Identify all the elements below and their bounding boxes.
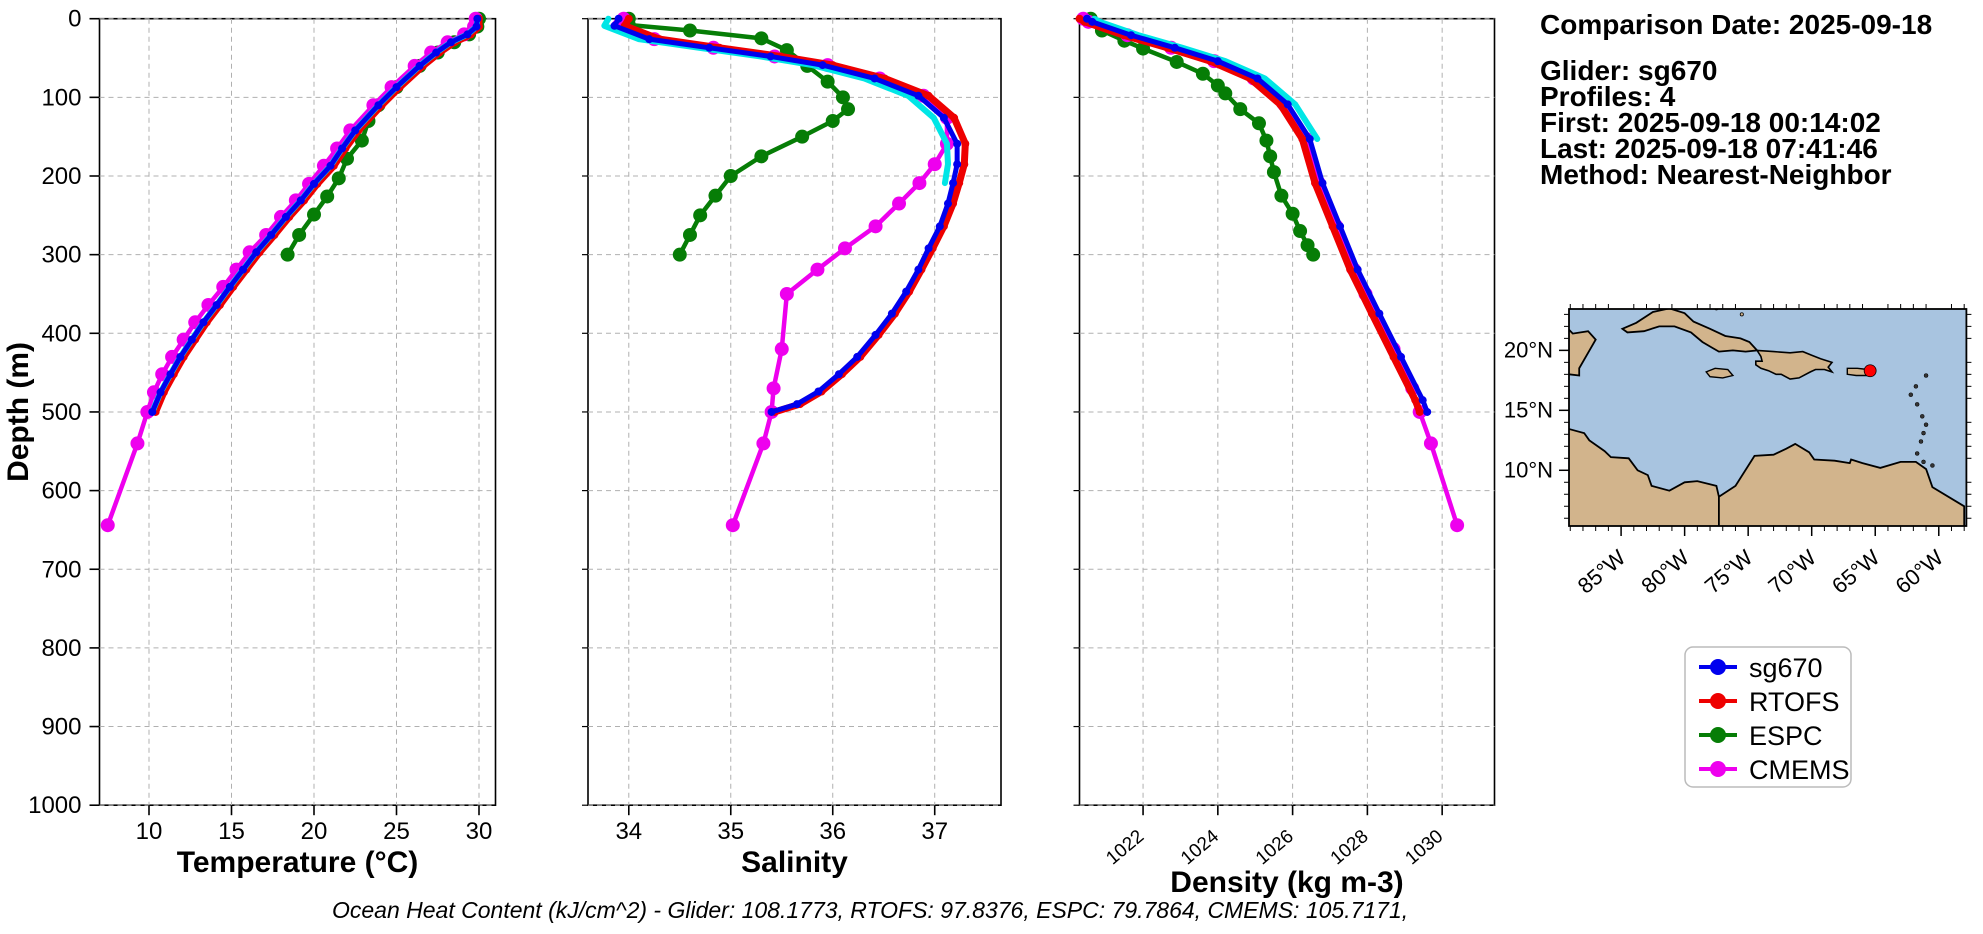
svg-text:900: 900: [41, 714, 81, 741]
svg-text:15°N: 15°N: [1504, 397, 1553, 422]
svg-text:15: 15: [218, 818, 245, 845]
svg-text:Density (kg m-3): Density (kg m-3): [1170, 866, 1403, 899]
svg-text:36: 36: [819, 818, 846, 845]
svg-text:200: 200: [41, 163, 81, 190]
svg-text:0: 0: [68, 6, 81, 33]
svg-text:Method: Nearest-Neighbor: Method: Nearest-Neighbor: [1540, 159, 1892, 190]
svg-text:400: 400: [41, 320, 81, 347]
svg-text:65°W: 65°W: [1827, 545, 1885, 599]
svg-text:300: 300: [41, 242, 81, 269]
svg-text:Salinity: Salinity: [741, 846, 848, 879]
svg-text:sg670: sg670: [1749, 653, 1823, 683]
svg-text:34: 34: [615, 818, 642, 845]
svg-text:37: 37: [921, 818, 948, 845]
svg-text:1026: 1026: [1252, 826, 1298, 869]
svg-text:10: 10: [136, 818, 163, 845]
svg-text:600: 600: [41, 478, 81, 505]
svg-text:1000: 1000: [28, 792, 81, 819]
svg-text:1028: 1028: [1327, 826, 1373, 869]
svg-text:1030: 1030: [1401, 826, 1447, 869]
svg-text:35: 35: [717, 818, 744, 845]
svg-text:10°N: 10°N: [1504, 457, 1553, 482]
svg-text:1024: 1024: [1177, 826, 1223, 870]
svg-text:800: 800: [41, 635, 81, 662]
svg-text:CMEMS: CMEMS: [1749, 755, 1850, 785]
svg-text:1022: 1022: [1102, 826, 1148, 869]
svg-text:20°N: 20°N: [1504, 337, 1553, 362]
svg-text:RTOFS: RTOFS: [1749, 687, 1840, 717]
svg-text:Temperature (°C): Temperature (°C): [177, 846, 418, 879]
svg-text:30: 30: [466, 818, 493, 845]
svg-text:Ocean Heat Content (kJ/cm^2) -: Ocean Heat Content (kJ/cm^2) - Glider: 1…: [332, 897, 1408, 923]
svg-text:25: 25: [383, 818, 410, 845]
svg-text:20: 20: [301, 818, 328, 845]
svg-text:Depth (m): Depth (m): [2, 342, 35, 482]
svg-text:100: 100: [41, 84, 81, 111]
svg-text:70°W: 70°W: [1763, 545, 1821, 599]
svg-text:Comparison Date: 2025-09-18: Comparison Date: 2025-09-18: [1540, 9, 1932, 40]
svg-text:85°W: 85°W: [1573, 545, 1631, 599]
svg-text:60°W: 60°W: [1891, 545, 1949, 599]
svg-text:75°W: 75°W: [1700, 545, 1758, 599]
svg-text:ESPC: ESPC: [1749, 721, 1823, 751]
svg-text:80°W: 80°W: [1636, 545, 1694, 599]
svg-text:700: 700: [41, 556, 81, 583]
svg-text:500: 500: [41, 399, 81, 426]
